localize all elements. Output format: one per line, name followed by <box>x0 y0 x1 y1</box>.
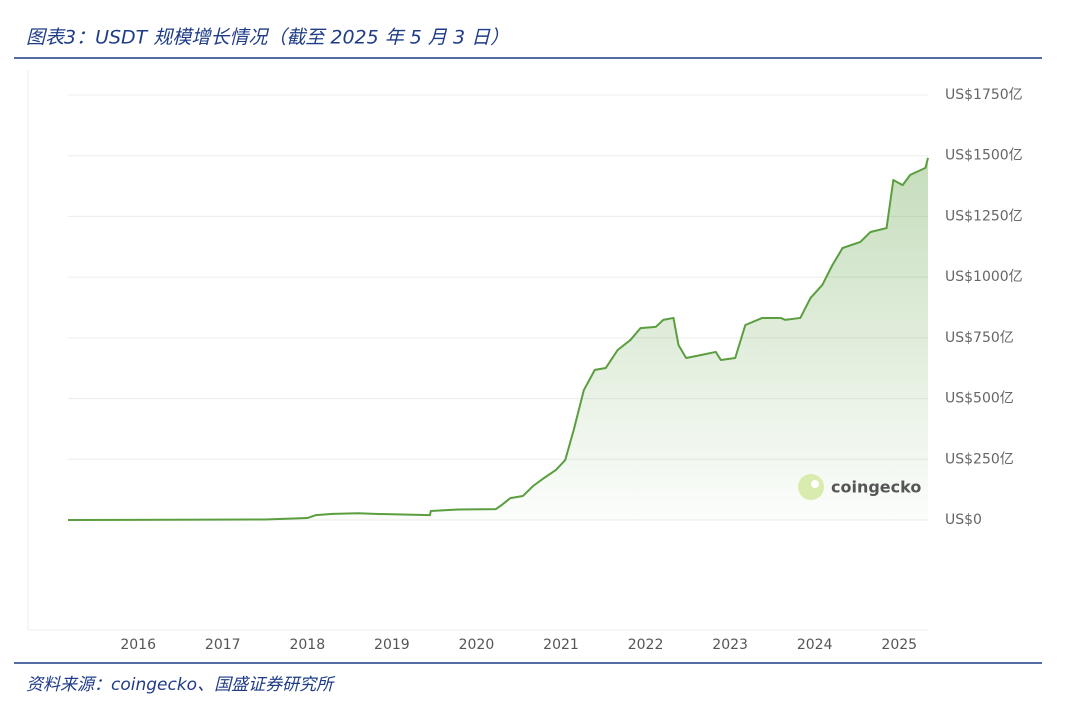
y-tick-label: US$1250亿 <box>945 208 1023 224</box>
x-tick-label: 2019 <box>374 637 410 653</box>
source: 资料来源：coingecko、国盛证券研究所 <box>26 675 336 695</box>
x-tick-label: 2021 <box>543 637 579 653</box>
logo <box>798 474 824 500</box>
y-tick-label: US$1750亿 <box>945 87 1023 103</box>
x-tick-label: 2017 <box>205 637 241 653</box>
y-tick-label: US$0 <box>945 512 982 528</box>
x-tick-label: 2020 <box>459 637 495 653</box>
logo <box>811 480 819 488</box>
x-tick-label: 2016 <box>120 637 156 653</box>
x-tick-label: 2024 <box>797 637 833 653</box>
x-tick-label: 2018 <box>289 637 325 653</box>
x-tick-label: 2025 <box>881 637 917 653</box>
y-tick-label: US$250亿 <box>945 451 1014 467</box>
chart-title: 图表3：USDT 规模增长情况（截至 2025 年 5 月 3 日） <box>26 27 509 49</box>
watermark: coingecko <box>831 478 921 497</box>
y-tick-label: US$750亿 <box>945 330 1014 346</box>
y-tick-label: US$1000亿 <box>945 269 1023 285</box>
line <box>67 157 929 521</box>
y-tick-label: US$1500亿 <box>945 148 1023 164</box>
x-tick-label: 2022 <box>628 637 664 653</box>
y-tick-label: US$500亿 <box>945 391 1014 407</box>
x-tick-label: 2023 <box>712 637 748 653</box>
area-fill <box>68 157 928 520</box>
